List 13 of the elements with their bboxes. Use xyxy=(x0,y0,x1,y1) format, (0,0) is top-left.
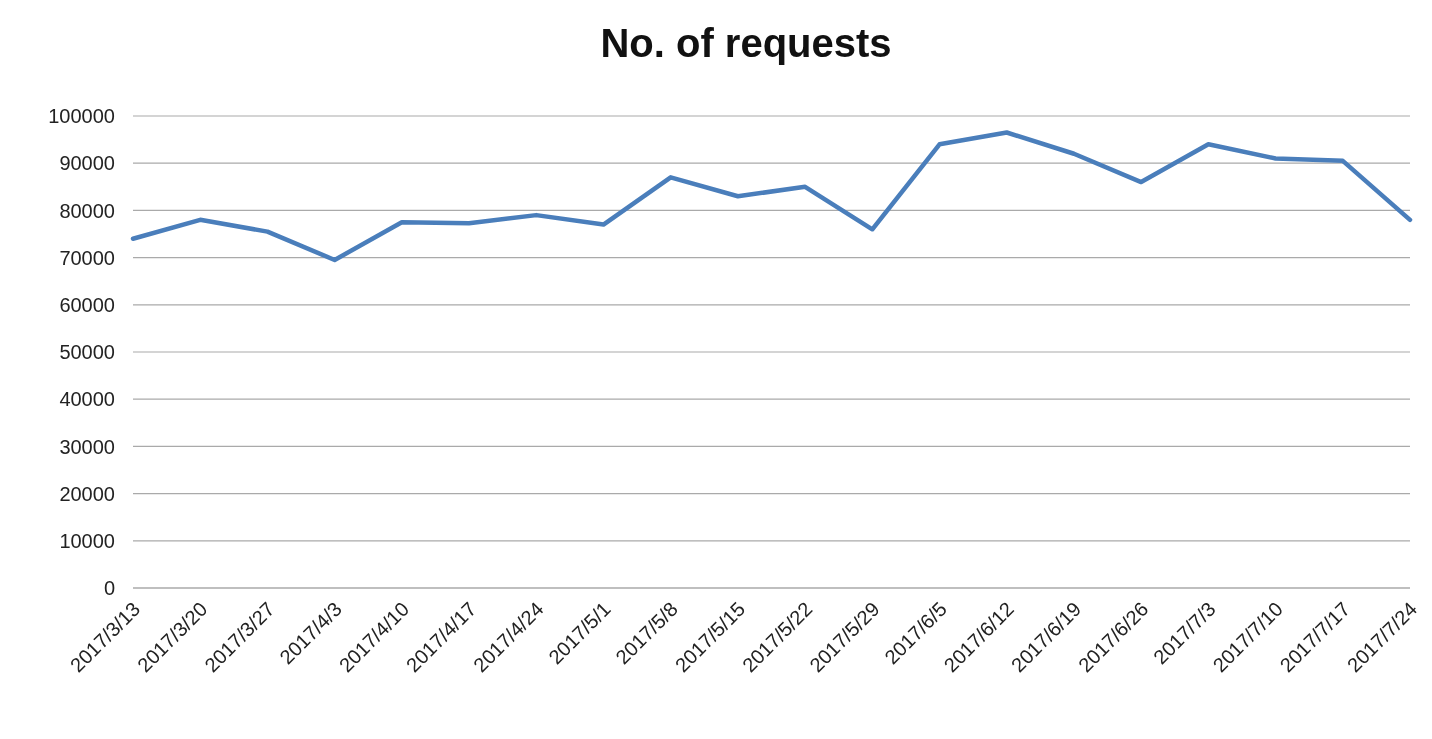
y-tick-label: 70000 xyxy=(59,246,115,269)
y-tick-label: 60000 xyxy=(59,293,115,316)
y-tick-label: 0 xyxy=(103,577,115,600)
y-tick-label: 90000 xyxy=(59,152,115,175)
y-tick-label: 80000 xyxy=(59,199,115,222)
chart-title: No. of requests xyxy=(599,20,893,67)
line-series xyxy=(130,130,1413,263)
y-tick-label: 10000 xyxy=(59,529,115,552)
y-tick-label: 40000 xyxy=(59,388,115,411)
y-tick-label: 20000 xyxy=(59,482,115,505)
y-tick-label: 100000 xyxy=(48,105,115,128)
y-tick-label: 30000 xyxy=(59,435,115,458)
y-tick-label: 50000 xyxy=(59,341,115,364)
